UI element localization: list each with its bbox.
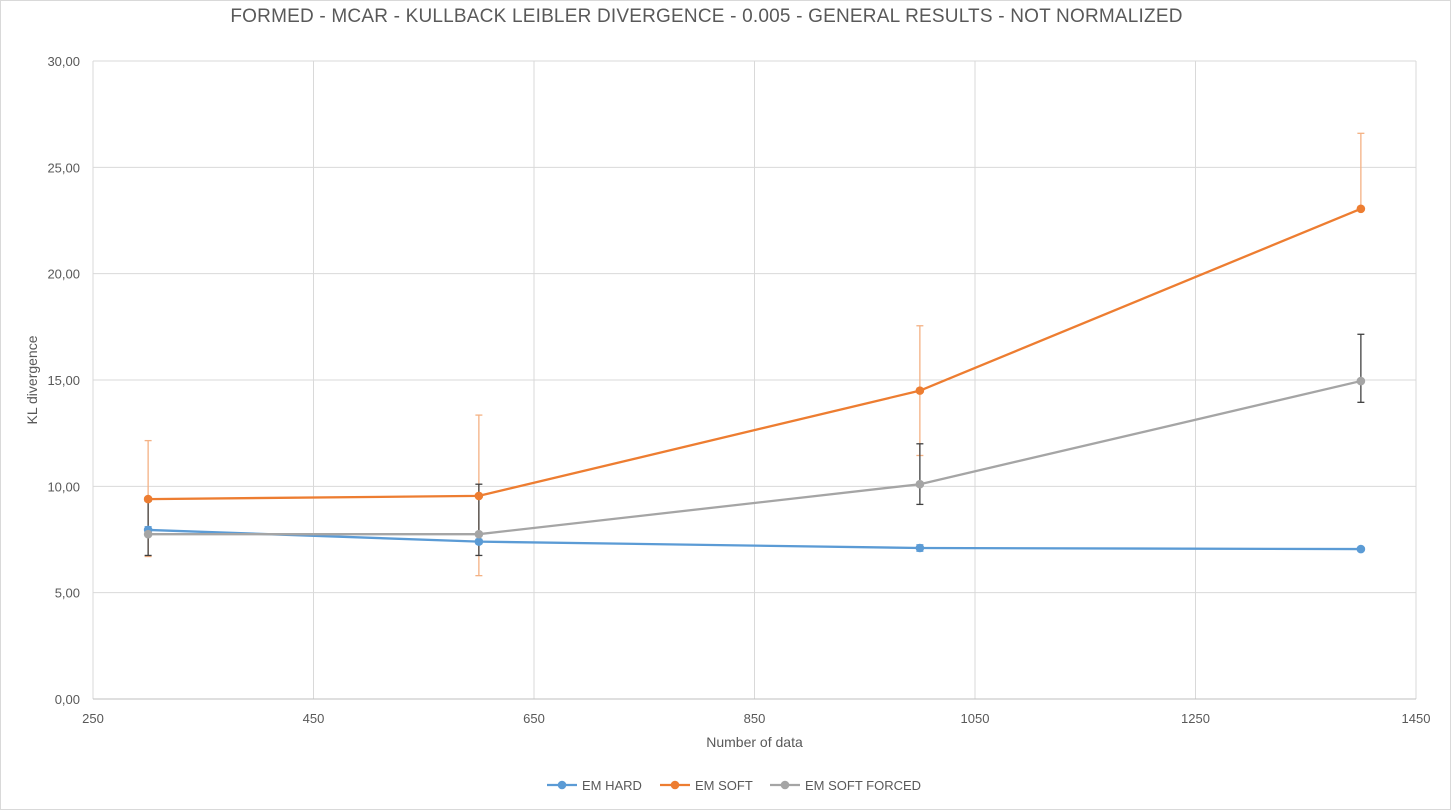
em-soft-forced-point: [1356, 376, 1366, 386]
em-hard-point: [1356, 544, 1366, 554]
em-soft-point: [915, 386, 925, 395]
em-soft-error-bar: [1357, 132, 1365, 210]
x-tick-label: 1050: [961, 711, 990, 726]
legend-label: EM HARD: [582, 778, 642, 793]
y-tick-label: 20,00: [47, 267, 80, 282]
legend: EM HARD EM SOFT EM SOFT FORCED: [547, 778, 921, 793]
em-soft-forced-error-bar: [1357, 333, 1365, 403]
gridlines: [92, 60, 1417, 700]
em-hard-point: [915, 543, 925, 553]
x-tick-label: 650: [523, 711, 545, 726]
x-axis-title: Number of data: [706, 734, 803, 750]
legend-label: EM SOFT: [695, 778, 753, 793]
legend-item-em-soft-forced: EM SOFT FORCED: [770, 778, 921, 793]
legend-label: EM SOFT FORCED: [805, 778, 921, 793]
em-soft-line: [148, 207, 1362, 501]
legend-item-em-soft: EM SOFT: [660, 778, 753, 793]
x-tick-label: 1250: [1181, 711, 1210, 726]
x-tick-label: 850: [744, 711, 766, 726]
y-tick-label: 5,00: [55, 586, 80, 601]
y-axis-title: KL divergence: [24, 335, 40, 424]
y-tick-label: 0,00: [55, 692, 80, 707]
x-axis-ticks: 250 450 650 850 1050 1250 1450: [82, 711, 1430, 726]
em-hard-line: [148, 528, 1361, 551]
legend-marker: [780, 780, 790, 790]
x-tick-label: 1450: [1402, 711, 1431, 726]
legend-marker: [557, 780, 567, 790]
y-tick-label: 30,00: [47, 54, 80, 69]
y-tick-label: 10,00: [47, 479, 80, 494]
legend-marker: [670, 780, 680, 790]
em-soft-point: [143, 494, 153, 504]
em-soft-forced-point: [915, 479, 925, 489]
em-soft-point: [474, 491, 484, 501]
y-tick-label: 25,00: [47, 160, 80, 175]
em-hard-point: [474, 537, 484, 546]
series-points: [143, 204, 1366, 554]
em-soft-forced-point: [143, 529, 153, 539]
y-axis-ticks: 0,00 5,00 10,00 15,00 20,00 25,00 30,00: [47, 54, 80, 707]
y-tick-label: 15,00: [47, 373, 80, 388]
x-tick-label: 450: [303, 711, 325, 726]
legend-item-em-hard: EM HARD: [547, 778, 642, 793]
series-lines: [148, 207, 1362, 551]
em-soft-forced-error-bar: [916, 443, 924, 506]
chart-title: FORMED - MCAR - KULLBACK LEIBLER DIVERGE…: [230, 6, 1183, 27]
em-soft-forced-line: [148, 379, 1362, 536]
em-soft-point: [1356, 204, 1366, 214]
em-soft-forced-point: [474, 529, 484, 539]
x-tick-label: 250: [82, 711, 104, 726]
